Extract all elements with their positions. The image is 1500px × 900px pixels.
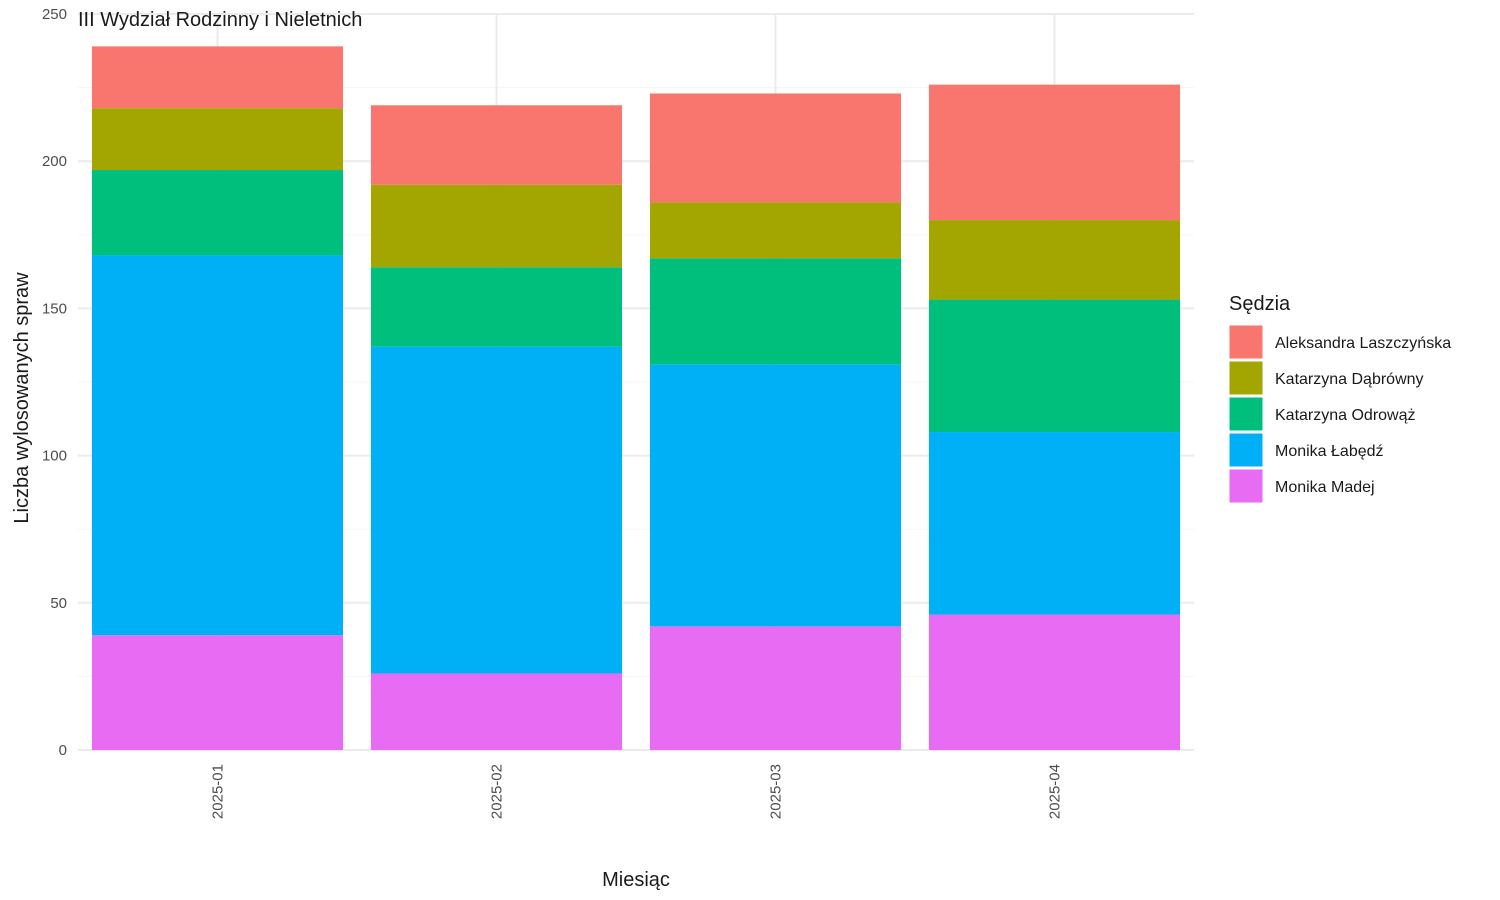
y-axis-title: Liczba wylosowanych spraw (11, 272, 33, 524)
legend-label: Monika Łabędź (1275, 443, 1384, 460)
bar-segment (370, 267, 623, 347)
x-axis-title: Miesiąc (602, 869, 670, 891)
x-tick-label: 2025-01 (210, 764, 227, 819)
x-axis-ticks: 2025-01 2025-02 2025-03 2025-04 (210, 764, 1064, 819)
bar-segment (928, 614, 1181, 750)
chart-title: III Wydział Rodzinny i Nieletnich (78, 9, 362, 31)
bar-segment (928, 432, 1181, 615)
bar-segment (370, 184, 623, 268)
legend-label: Aleksandra Laszczyńska (1275, 335, 1451, 352)
bar-segment (649, 626, 902, 750)
y-tick-label: 250 (42, 6, 67, 23)
bar-segment (928, 220, 1181, 300)
legend-key (1228, 360, 1264, 396)
bar-segment (91, 46, 344, 109)
bar-segment (370, 105, 623, 185)
y-axis-ticks: 0 50 100 150 200 250 (42, 6, 67, 759)
legend-label: Monika Madej (1275, 479, 1375, 496)
legend-title: Sędzia (1229, 293, 1291, 315)
bar-segment (649, 202, 902, 259)
y-tick-label: 0 (59, 742, 67, 759)
bar-segment (928, 84, 1181, 221)
x-tick-label: 2025-03 (768, 764, 785, 819)
bar-segment (91, 108, 344, 171)
bar-segment (91, 170, 344, 256)
y-tick-label: 50 (50, 595, 67, 612)
legend-key (1228, 432, 1264, 468)
bar-segment (370, 673, 623, 750)
legend-label: Katarzyna Odrowąż (1275, 407, 1416, 424)
legend: Sędzia Aleksandra Laszczyńska Katarzyna D… (1228, 293, 1451, 504)
bar-segment (91, 635, 344, 750)
legend-key (1228, 324, 1264, 360)
x-tick-label: 2025-04 (1047, 764, 1064, 819)
y-tick-label: 150 (42, 300, 67, 317)
legend-key (1228, 468, 1264, 504)
legend-label: Katarzyna Dąbrówny (1275, 371, 1424, 388)
bar-segment (91, 255, 344, 636)
bar-segment (649, 258, 902, 365)
y-tick-label: 100 (42, 448, 67, 465)
bar-segment (649, 364, 902, 627)
bar-segment (928, 299, 1181, 433)
bar-segment (370, 346, 623, 674)
bars (91, 46, 1181, 750)
y-tick-label: 200 (42, 153, 67, 170)
legend-key (1228, 396, 1264, 432)
bar-segment (649, 93, 902, 203)
x-tick-label: 2025-02 (489, 764, 506, 819)
